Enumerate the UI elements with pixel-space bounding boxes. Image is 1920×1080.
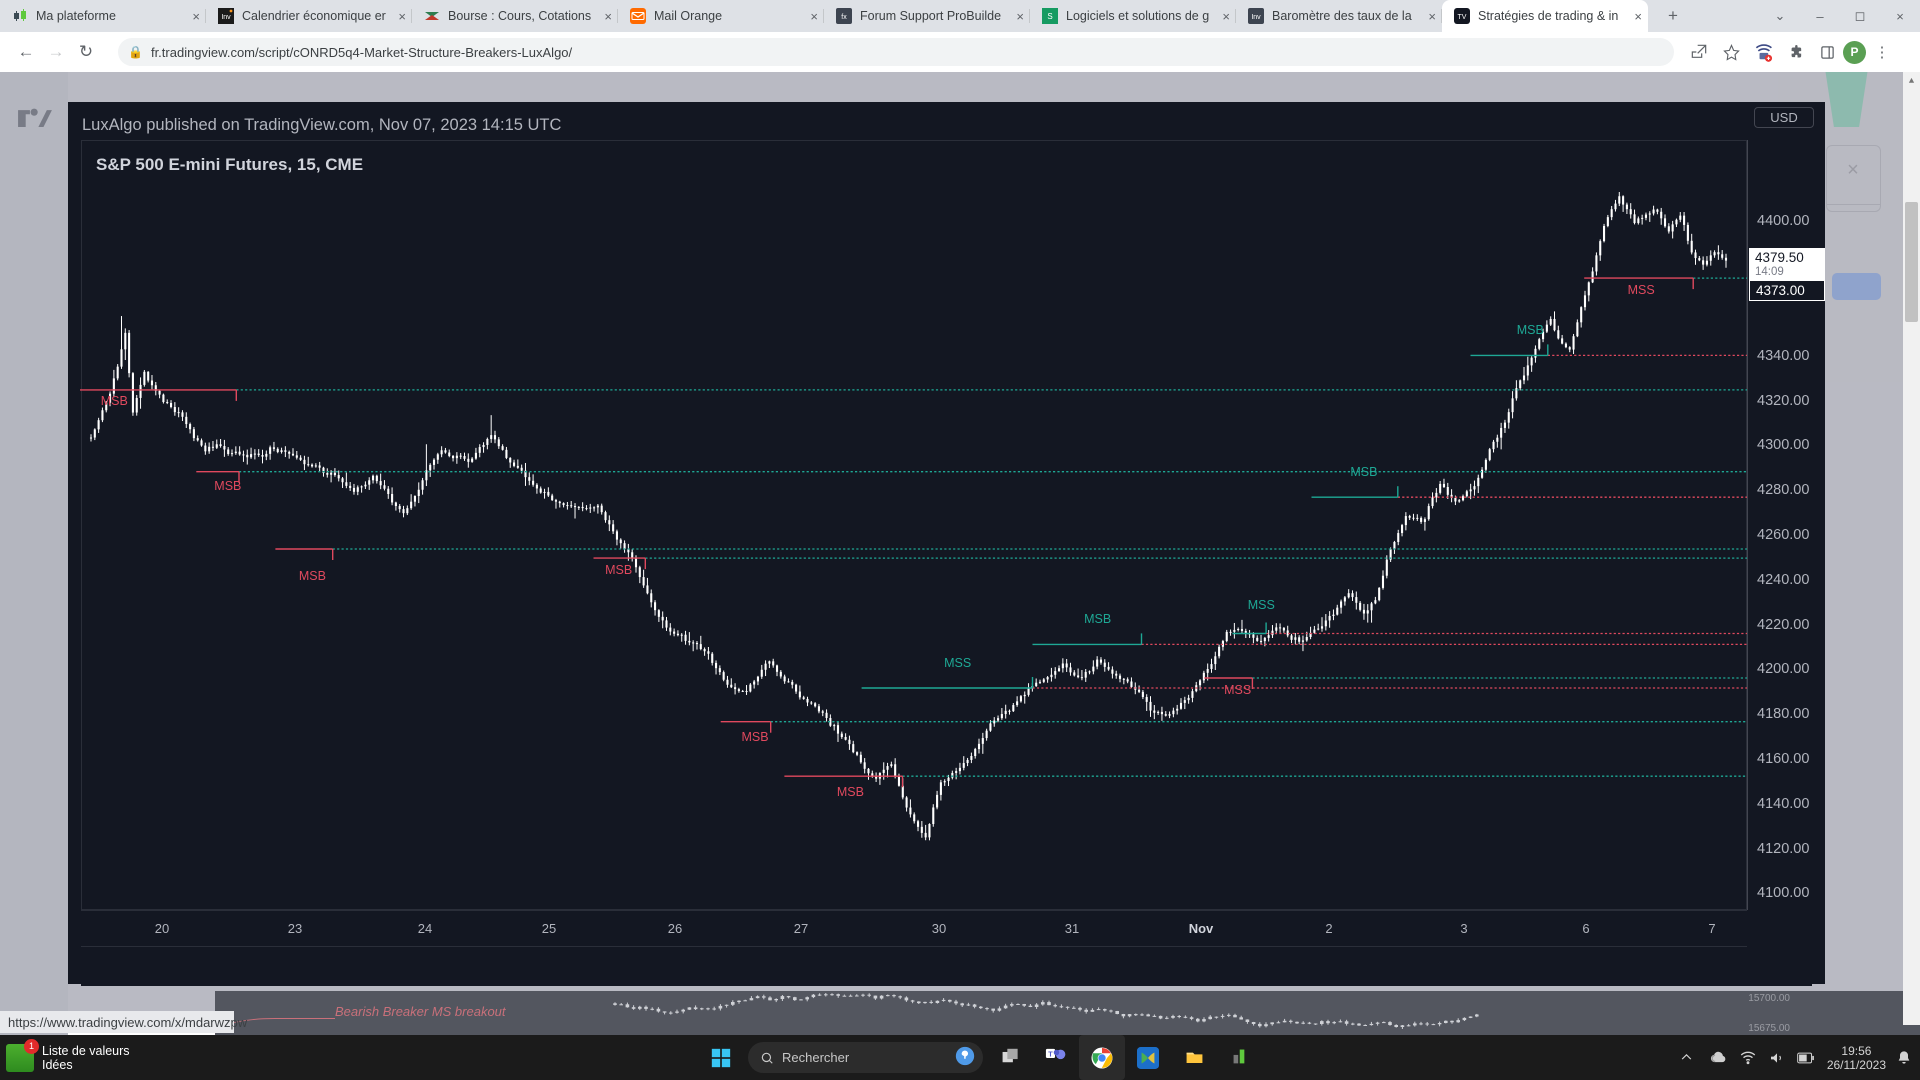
svg-text:T: T — [1048, 1049, 1053, 1058]
